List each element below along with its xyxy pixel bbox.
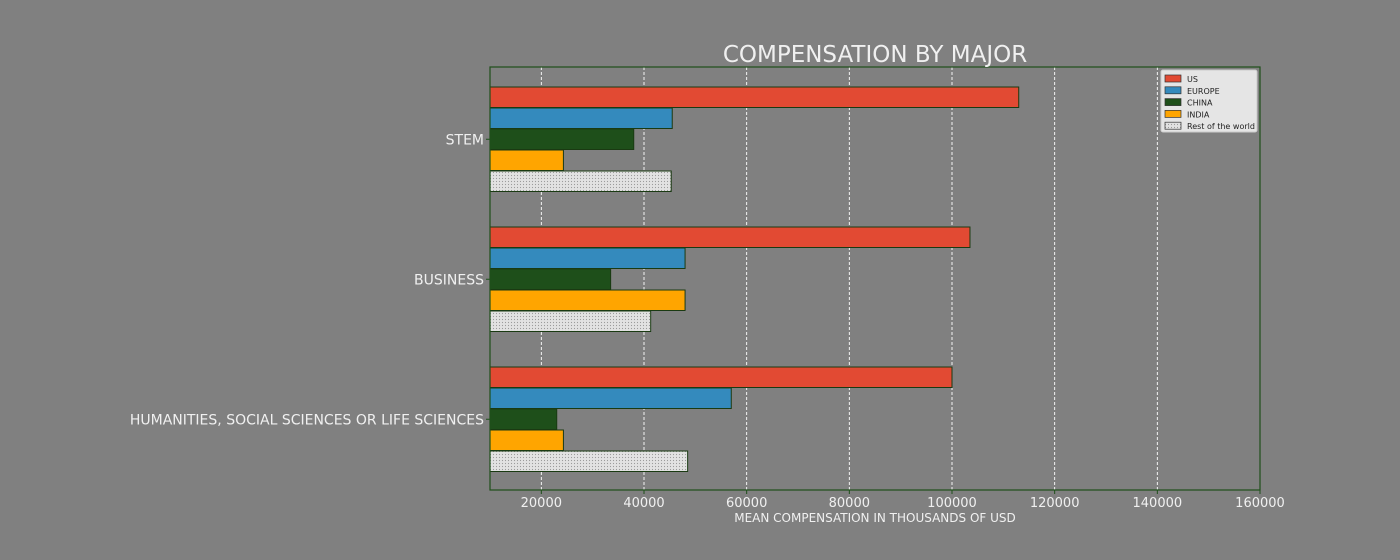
x-tick-label: 160000 <box>1235 496 1285 511</box>
category-label: HUMANITIES, SOCIAL SCIENCES OR LIFE SCIE… <box>130 412 484 428</box>
x-tick-label: 20000 <box>521 496 562 511</box>
x-tick-label: 140000 <box>1133 496 1183 511</box>
x-tick-label: 60000 <box>726 496 767 511</box>
bar <box>489 450 689 472</box>
x-tick-label: 120000 <box>1030 496 1080 511</box>
legend-label: EUROPE <box>1187 87 1220 96</box>
category-label: BUSINESS <box>414 272 484 288</box>
bar <box>489 366 953 388</box>
x-tick-label: 100000 <box>927 496 977 511</box>
legend-swatch <box>1164 98 1182 106</box>
bar <box>489 107 673 129</box>
x-tick-label: 80000 <box>829 496 870 511</box>
legend-swatch <box>1164 74 1182 83</box>
category-label: STEM <box>446 132 484 148</box>
plot-frame <box>489 66 1261 491</box>
legend-label: CHINA <box>1187 99 1213 108</box>
bar <box>489 86 1020 108</box>
bar <box>489 226 971 248</box>
bar <box>489 268 612 290</box>
bar <box>489 387 732 409</box>
chart-title: COMPENSATION BY MAJOR <box>723 42 1027 68</box>
legend-swatch <box>1164 86 1182 95</box>
bar <box>489 408 558 430</box>
x-tick-label: 40000 <box>623 496 664 511</box>
bar <box>489 128 635 150</box>
legend-label: INDIA <box>1187 110 1210 119</box>
legend-swatch <box>1164 110 1182 118</box>
bar <box>489 289 686 311</box>
axes-layer: 20000 40000 60000 80000 100000 120000 140000 16… <box>130 66 1285 511</box>
bar <box>489 170 672 192</box>
x-axis-label: MEAN COMPENSATION IN THOUSANDS OF USD <box>734 511 1016 525</box>
bar <box>489 247 686 269</box>
bar <box>489 310 652 332</box>
legend-box <box>1160 69 1258 133</box>
legend-label: Rest of the world <box>1187 122 1255 131</box>
grid-layer <box>540 67 1158 490</box>
bar <box>489 149 564 171</box>
bar <box>489 429 564 451</box>
legend: US EUROPE CHINA INDIA Rest of the world <box>1160 69 1258 133</box>
legend-label: US <box>1187 75 1198 84</box>
legend-swatch <box>1164 121 1182 130</box>
bars-layer <box>489 86 1020 472</box>
